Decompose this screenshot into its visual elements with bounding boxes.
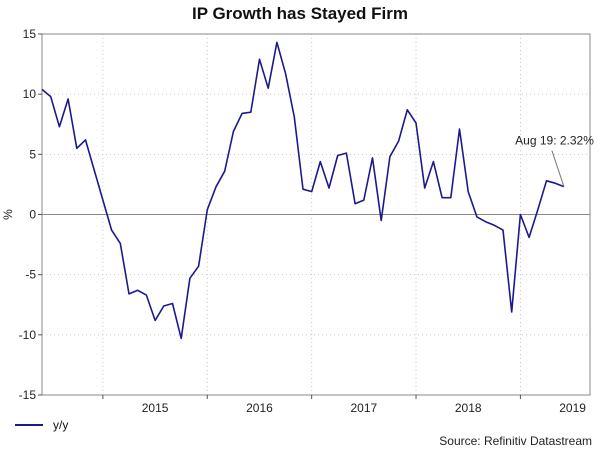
x-tick-label: 2018 xyxy=(455,401,482,415)
y-tick-label: 0 xyxy=(29,208,36,222)
legend-line-swatch xyxy=(15,424,43,426)
x-tick-label: 2015 xyxy=(142,401,169,415)
y-tick-label: 5 xyxy=(29,147,36,161)
y-tick-label: 15 xyxy=(23,27,37,41)
axes: -15 -10 -5 0 5 10 15 2015 2016 2017 2018 2019% xyxy=(1,27,591,415)
source-note: Source: Refinitiv Datastream xyxy=(439,434,592,448)
annotation-layer: Aug 19: 2.32% xyxy=(515,134,594,187)
series-layer xyxy=(41,41,565,340)
x-tick-label: 2016 xyxy=(246,401,273,415)
y-tick-label: 10 xyxy=(23,87,37,101)
series-line-yy xyxy=(41,41,565,340)
chart-title: IP Growth has Stayed Firm xyxy=(191,4,409,23)
legend: y/y xyxy=(15,418,68,432)
annotation-leader xyxy=(551,150,565,187)
y-tick-label: -15 xyxy=(19,388,37,402)
x-tick-label: 2017 xyxy=(350,401,377,415)
x-ticks: 2015 2016 2017 2018 2019 xyxy=(102,395,586,415)
x-tick-label: 2019 xyxy=(559,401,586,415)
y-tick-label: -5 xyxy=(25,268,36,282)
legend-label: y/y xyxy=(53,418,69,432)
y-tick-label: -10 xyxy=(19,328,37,342)
annotation-label: Aug 19: 2.32% xyxy=(515,134,594,148)
y-axis-label: % xyxy=(1,209,15,220)
